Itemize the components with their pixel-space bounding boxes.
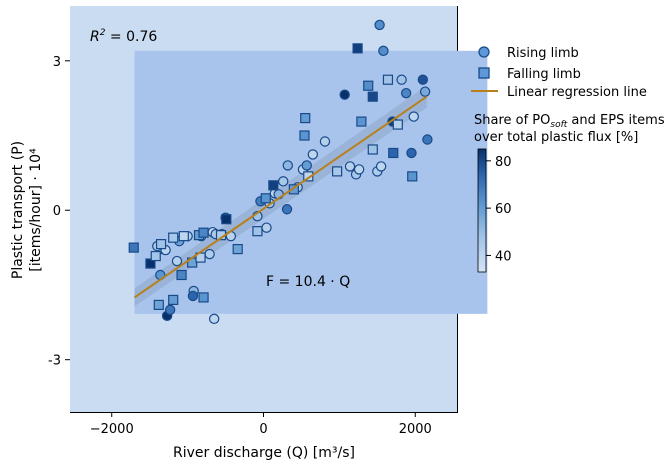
data-point [378, 45, 389, 57]
data-point [288, 184, 299, 195]
data-point [419, 86, 431, 97]
legend-rising-label: Rising limb [507, 46, 579, 61]
data-point [344, 161, 356, 172]
data-point [417, 74, 429, 85]
data-point [278, 176, 289, 187]
data-point [356, 116, 367, 127]
x-tick-label: 0 [259, 422, 267, 437]
data-point [153, 299, 164, 310]
data-point [307, 149, 319, 160]
data-point [396, 74, 407, 85]
x-axis: −2000 0 2000 [90, 412, 432, 437]
data-point [204, 248, 215, 260]
legend-falling-label: Falling limb [507, 67, 581, 82]
colorbar-title-line1: Share of POsoft and EPS items [474, 113, 665, 130]
equation-annotation: F = 10.4 · Q [266, 274, 350, 290]
colorbar-title-line2: over total plastic flux [%] [474, 130, 638, 145]
data-point [187, 290, 199, 302]
series-falling-limb [128, 43, 418, 310]
r2-annotation: R2 = 0.76 [90, 28, 157, 45]
legend-regression-label: Linear regression line [507, 85, 647, 100]
data-point [363, 80, 374, 91]
data-point [319, 136, 331, 147]
data-point [374, 19, 385, 31]
data-point [300, 112, 311, 124]
y-tick-label: 3 [53, 55, 61, 70]
plot-area [70, 6, 488, 412]
data-point [221, 214, 232, 225]
data-point [400, 87, 412, 99]
data-point [178, 231, 189, 242]
legend: Rising limb Falling limb Linear regressi… [471, 46, 647, 100]
data-point [208, 313, 220, 325]
data-point [408, 111, 419, 122]
data-point [422, 134, 433, 145]
legend-falling-marker [478, 67, 490, 79]
colorbar-ticks: 40 60 80 [486, 155, 512, 264]
data-point [282, 160, 293, 171]
data-point [281, 204, 293, 215]
data-point [268, 180, 279, 191]
data-point [164, 304, 176, 316]
x-axis-label: River discharge (Q) [m³/s] [173, 445, 355, 461]
x-tick-label: 2000 [399, 422, 432, 437]
data-point [168, 232, 179, 243]
data-point [299, 130, 310, 141]
data-point [232, 244, 243, 255]
y-tick-label: 0 [53, 204, 61, 219]
data-point [260, 193, 271, 204]
data-point [150, 250, 161, 262]
y-axis-label-line2: [items/hour] · 10⁴ [28, 148, 44, 272]
data-point [367, 144, 378, 155]
colorbar [477, 148, 487, 273]
data-point [303, 171, 314, 182]
data-point [382, 74, 394, 85]
data-point [353, 164, 365, 175]
data-point [407, 171, 418, 182]
data-point [155, 239, 167, 250]
data-point [168, 294, 179, 306]
x-tick-label: −2000 [90, 422, 134, 437]
data-point [375, 161, 387, 172]
data-point [301, 160, 312, 171]
data-point [352, 43, 363, 54]
data-point [252, 226, 263, 237]
data-point [176, 269, 187, 281]
data-point [198, 227, 209, 238]
data-point [145, 258, 156, 269]
data-point [128, 242, 139, 253]
regression-line [133, 95, 428, 299]
data-point [339, 89, 350, 100]
y-axis-label-line1: Plastic transport (P) [10, 141, 26, 279]
data-point [367, 91, 378, 102]
colorbar-tick-label: 80 [495, 155, 512, 170]
y-tick-label: -3 [48, 354, 61, 369]
data-point [261, 222, 272, 233]
data-point [392, 119, 403, 130]
y-axis: -3 0 3 [48, 55, 70, 369]
data-point [332, 166, 343, 177]
data-point [406, 147, 417, 159]
data-point [198, 292, 209, 303]
data-point [171, 255, 183, 267]
colorbar-tick-label: 40 [495, 249, 512, 264]
colorbar-tick-label: 60 [495, 202, 512, 217]
legend-rising-marker [478, 46, 490, 58]
data-point [388, 147, 399, 159]
